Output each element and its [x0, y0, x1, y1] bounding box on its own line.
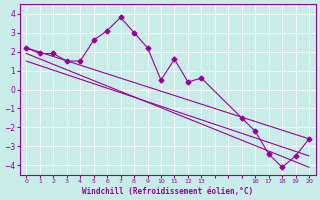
X-axis label: Windchill (Refroidissement éolien,°C): Windchill (Refroidissement éolien,°C) [82, 187, 253, 196]
